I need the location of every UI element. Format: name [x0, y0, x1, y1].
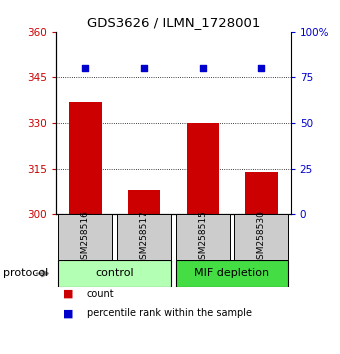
Text: GSM258516: GSM258516	[81, 210, 90, 265]
Bar	[58, 260, 171, 287]
Point	[141, 65, 147, 71]
Bar	[69, 102, 102, 214]
Bar	[176, 260, 288, 287]
Point	[200, 65, 205, 71]
Bar	[176, 214, 230, 260]
Point	[259, 65, 264, 71]
Text: GSM258515: GSM258515	[198, 210, 207, 265]
Text: ■: ■	[63, 289, 73, 299]
Text: MIF depletion: MIF depletion	[194, 268, 270, 279]
Point	[83, 65, 88, 71]
Bar	[187, 123, 219, 214]
Bar	[117, 214, 171, 260]
Text: control: control	[96, 268, 134, 279]
Bar	[128, 190, 160, 214]
Text: protocol: protocol	[3, 268, 49, 279]
Text: GSM258530: GSM258530	[257, 210, 266, 265]
Title: GDS3626 / ILMN_1728001: GDS3626 / ILMN_1728001	[87, 16, 260, 29]
Bar	[234, 214, 288, 260]
Text: percentile rank within the sample: percentile rank within the sample	[87, 308, 252, 318]
Bar	[58, 214, 113, 260]
Text: count: count	[87, 289, 114, 299]
Text: ■: ■	[63, 308, 73, 318]
Text: GSM258517: GSM258517	[140, 210, 149, 265]
Bar	[245, 172, 277, 214]
